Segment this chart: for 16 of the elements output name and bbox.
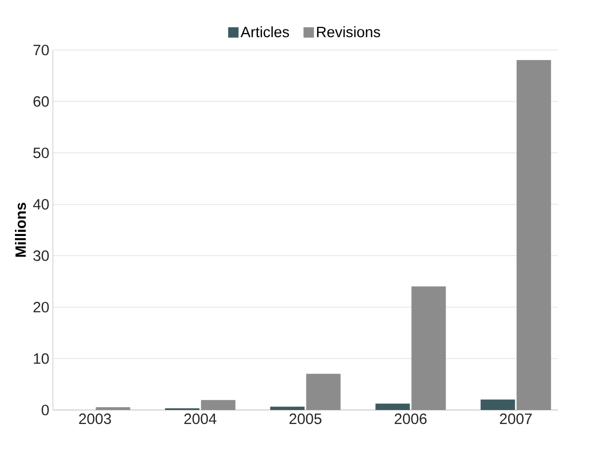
- y-axis-title: Millions: [14, 202, 26, 257]
- y-tick-label: 40: [33, 198, 49, 210]
- x-tick-label: 2003: [79, 414, 111, 424]
- x-tick-label: 2007: [500, 414, 532, 424]
- x-tick-label: 2005: [290, 414, 322, 424]
- x-tick-label: 2004: [184, 414, 216, 424]
- y-tick-label: 30: [33, 250, 49, 261]
- y-tick-label: 0: [42, 404, 49, 416]
- y-tick-label: 60: [34, 96, 49, 107]
- y-tick-label: 10: [34, 353, 49, 364]
- y-tick-label: 70: [34, 44, 49, 56]
- y-tick-label: 20: [34, 302, 49, 312]
- x-tick-label: 2006: [394, 414, 427, 424]
- legend-label: Articles: [240, 26, 289, 38]
- legend-label: Revisions: [317, 26, 380, 38]
- y-tick-label: 50: [33, 148, 49, 158]
